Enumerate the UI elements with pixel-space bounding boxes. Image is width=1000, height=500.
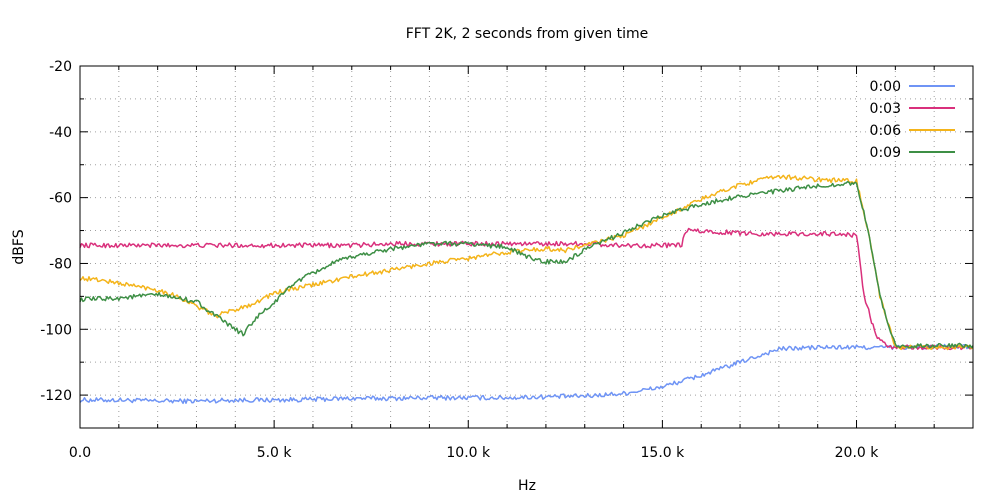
series-line-0:00 xyxy=(79,343,974,405)
y-axis-label: dBFS xyxy=(11,229,27,264)
y-tick-label: -20 xyxy=(49,59,72,75)
axis-ticks xyxy=(79,65,974,429)
plot-frame xyxy=(79,65,974,429)
y-tick-label: -40 xyxy=(49,125,72,141)
legend: 0:00 0:03 0:06 0:09 xyxy=(870,79,955,161)
x-tick-label: 5.0 k xyxy=(257,445,293,461)
x-tick-label: 15.0 k xyxy=(641,445,686,461)
y-tick-label: -100 xyxy=(40,322,72,338)
x-axis-label: Hz xyxy=(518,478,536,494)
chart-title: FFT 2K, 2 seconds from given time xyxy=(406,26,649,42)
series-line-0:09 xyxy=(79,180,974,349)
x-tick-label: 0.0 xyxy=(69,445,91,461)
y-axis-tick-labels: -20 -40 -60 -80 -100 -120 xyxy=(40,59,72,404)
legend-label: 0:03 xyxy=(870,101,901,117)
legend-label: 0:00 xyxy=(870,79,901,95)
series-line-0:03 xyxy=(79,227,974,351)
y-tick-label: -60 xyxy=(49,191,72,207)
legend-label: 0:06 xyxy=(870,123,902,139)
series-line-0:06 xyxy=(79,174,974,351)
legend-label: 0:09 xyxy=(870,145,901,161)
plot-area xyxy=(79,174,974,405)
y-tick-label: -120 xyxy=(40,388,72,404)
y-tick-label: -80 xyxy=(49,256,72,272)
x-tick-label: 10.0 k xyxy=(446,445,491,461)
grid xyxy=(80,66,973,428)
x-tick-label: 20.0 k xyxy=(835,445,880,461)
x-axis-tick-labels: 0.0 5.0 k 10.0 k 15.0 k 20.0 k xyxy=(69,445,879,461)
